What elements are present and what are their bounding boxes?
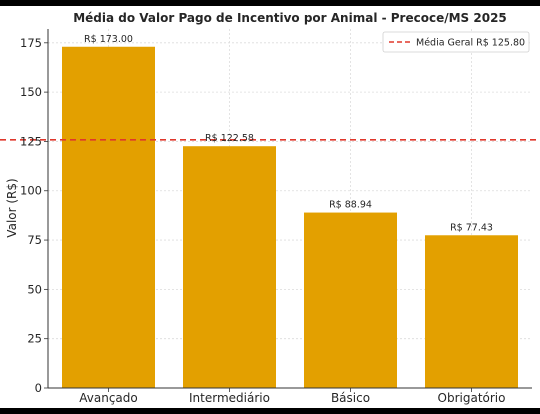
y-tick-label: 100 bbox=[20, 184, 42, 198]
data-label: R$ 173.00 bbox=[84, 34, 133, 45]
top-frame-bar bbox=[0, 0, 540, 6]
legend-reference-label: Média Geral R$ 125.80 bbox=[416, 38, 525, 49]
data-label: R$ 122.58 bbox=[205, 133, 254, 144]
bar-3 bbox=[304, 212, 397, 388]
axes-group bbox=[44, 29, 532, 392]
y-tick-label: 75 bbox=[27, 233, 42, 247]
y-tick-label: 175 bbox=[20, 36, 42, 50]
data-labels: R$ 173.00 R$ 122.58 R$ 88.94 R$ 77.43 bbox=[84, 34, 493, 234]
x-tick-label: Básico bbox=[331, 391, 370, 405]
y-tick-label: 50 bbox=[27, 282, 42, 296]
y-tick-label: 125 bbox=[20, 134, 42, 148]
y-tick-labels: 0 25 50 75 100 125 150 175 bbox=[20, 36, 42, 395]
data-label: R$ 77.43 bbox=[450, 222, 493, 233]
bar-4 bbox=[425, 235, 518, 388]
data-label: R$ 88.94 bbox=[329, 200, 372, 211]
y-tick-label: 25 bbox=[27, 332, 42, 346]
bar-2 bbox=[183, 146, 276, 388]
x-tick-label: Obrigatório bbox=[438, 391, 506, 405]
y-axis-label: Valor (R$) bbox=[5, 178, 19, 237]
legend: Média Geral R$ 125.80 bbox=[382, 31, 530, 53]
legend-box bbox=[382, 31, 530, 53]
bottom-frame-bar bbox=[0, 408, 540, 414]
y-tick-label: 150 bbox=[20, 85, 42, 99]
x-tick-label: Intermediário bbox=[189, 391, 270, 405]
bars-group bbox=[62, 46, 518, 388]
x-tick-label: Avançado bbox=[79, 391, 137, 405]
chart-title: Média do Valor Pago de Incentivo por Ani… bbox=[73, 11, 507, 25]
y-tick-label: 0 bbox=[35, 381, 42, 395]
x-tick-labels: Avançado Intermediário Básico Obrigatório bbox=[79, 391, 505, 405]
bar-1 bbox=[62, 46, 155, 388]
